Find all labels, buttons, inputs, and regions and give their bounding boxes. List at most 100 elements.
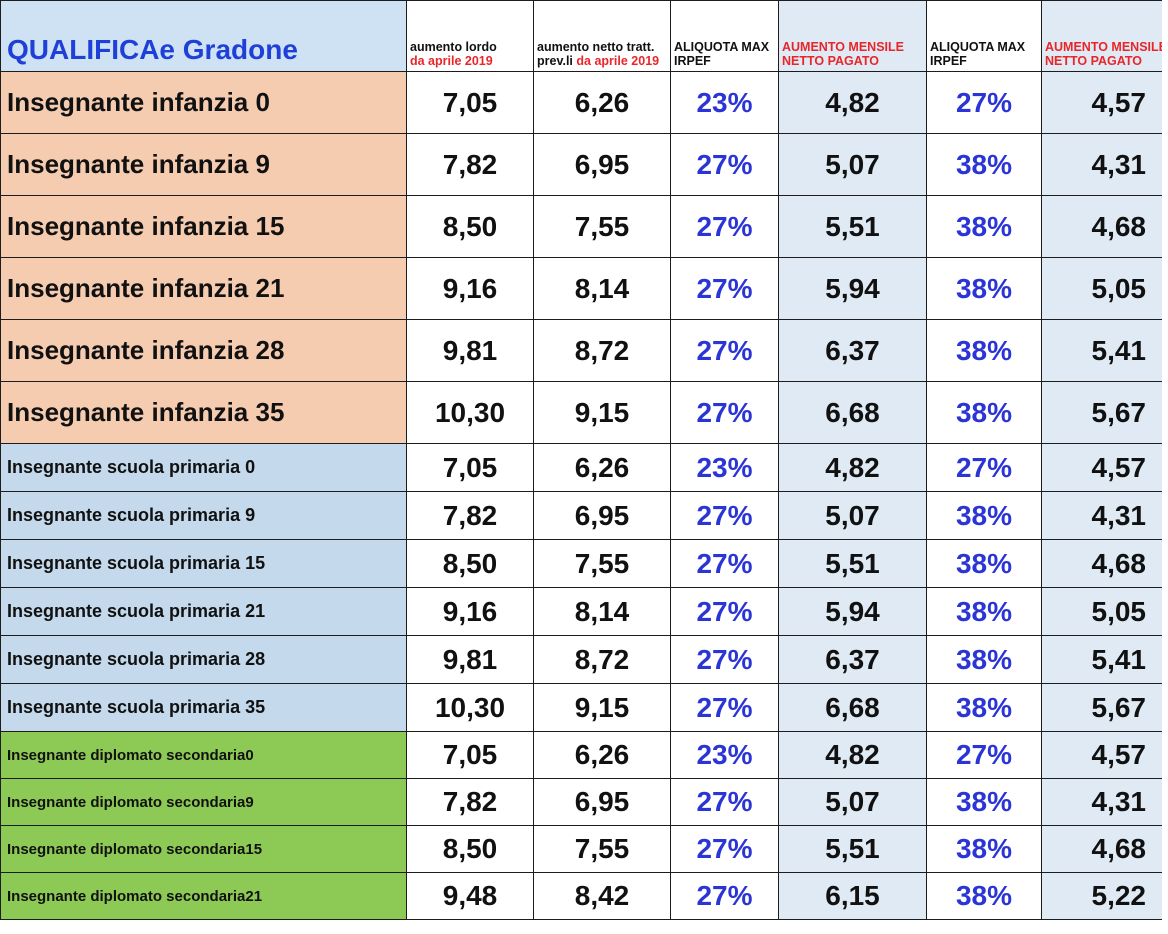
aliquota-cell-1: 27% [670,491,779,540]
aliquota-header-2: ALIQUOTA MAX IRPEF [926,0,1042,72]
aumento-mensile-cell-1: 5,07 [778,133,927,196]
table-row: Insegnante infanzia 9 7,82 6,95 27% 5,07 38% 4… [0,133,1168,196]
aumento-mensile-cell-1: 4,82 [778,71,927,134]
aumento-mensile-cell-2: 5,05 [1041,587,1168,636]
aumento-mensile-cell-1: 5,51 [778,539,927,588]
aumento-mensile-cell-1: 5,07 [778,778,927,826]
table-row: Insegnante infanzia 0 7,05 6,26 23% 4,82 27% 4… [0,71,1168,134]
aumento-netto-cell: 7,55 [533,195,671,258]
aumento-mensile-cell-1: 6,37 [778,635,927,684]
table-row: Insegnante diplomato secondaria15 8,50 7,5… [0,825,1168,873]
qualifica-cell: Insegnante scuola primaria 0 [0,443,407,492]
aliquota-cell-2: 38% [926,778,1042,826]
aumento-mensile-cell-2: 4,31 [1041,491,1168,540]
aumento-mensile-label-1: AUMENTO MENSILE NETTO PAGATO [782,40,904,68]
aumento-mensile-cell-1: 4,82 [778,731,927,779]
aumento-mensile-cell-2: 4,57 [1041,731,1168,779]
aumento-mensile-cell-2: 4,57 [1041,443,1168,492]
aliquota-cell-2: 38% [926,587,1042,636]
aumento-lordo-cell: 9,16 [406,587,534,636]
aliquota-cell-1: 27% [670,381,779,444]
table-row: Insegnante diplomato secondaria21 9,48 8,4… [0,872,1168,920]
aliquota-cell-2: 38% [926,491,1042,540]
aumento-netto-date-a: da [576,54,591,68]
aumento-mensile-cell-1: 5,94 [778,587,927,636]
aliquota-cell-2: 38% [926,381,1042,444]
aumento-lordo-cell: 7,82 [406,491,534,540]
aliquota-cell-2: 38% [926,683,1042,732]
aliquota-cell-1: 27% [670,319,779,382]
aumento-netto-cell: 8,14 [533,257,671,320]
aumento-netto-cell: 9,15 [533,683,671,732]
aliquota-cell-2: 38% [926,539,1042,588]
right-edge-mask [1162,0,1168,934]
aumento-netto-cell: 8,42 [533,872,671,920]
aumento-mensile-cell-1: 5,51 [778,825,927,873]
aumento-mensile-cell-2: 4,68 [1041,825,1168,873]
aliquota-cell-2: 38% [926,257,1042,320]
aumento-mensile-cell-1: 5,07 [778,491,927,540]
aliquota-cell-1: 23% [670,731,779,779]
aumento-mensile-cell-1: 6,68 [778,683,927,732]
qualifica-cell: Insegnante infanzia 9 [0,133,407,196]
aumento-lordo-cell: 7,05 [406,71,534,134]
aumento-netto-cell: 6,95 [533,491,671,540]
table-row: Insegnante diplomato secondaria9 7,82 6,95… [0,778,1168,826]
table-row: Insegnante infanzia 15 8,50 7,55 27% 5,51 38%… [0,195,1168,258]
table-row: Insegnante scuola primaria 28 9,81 8,72 27%… [0,635,1168,684]
aliquota-cell-2: 38% [926,133,1042,196]
qualifica-cell: Insegnante diplomato secondaria15 [0,825,407,873]
aumento-mensile-cell-1: 5,51 [778,195,927,258]
qualifica-cell: Insegnante scuola primaria 9 [0,491,407,540]
aliquota-cell-2: 38% [926,319,1042,382]
aumento-mensile-label-2: AUMENTO MENSILE NETTO PAGATO [1045,40,1167,68]
aliquota-cell-1: 27% [670,133,779,196]
aumento-mensile-cell-2: 4,68 [1041,195,1168,258]
table-row: Insegnante scuola primaria 15 8,50 7,55 27%… [0,539,1168,588]
aumento-lordo-date: da aprile 2019 [410,54,493,68]
aumento-netto-header: aumento netto tratt. prev.li da aprile 2… [533,0,671,72]
qualifica-cell: Insegnante diplomato secondaria0 [0,731,407,779]
aumento-lordo-cell: 10,30 [406,683,534,732]
aliquota-cell-1: 27% [670,195,779,258]
qualifica-header: QUALIFICAe Gradone [0,0,407,72]
aumento-netto-date-b: aprile 2019 [594,54,660,68]
aumento-mensile-cell-2: 4,31 [1041,778,1168,826]
aumento-lordo-cell: 7,82 [406,133,534,196]
aumento-lordo-cell: 8,50 [406,195,534,258]
aumento-mensile-cell-2: 5,41 [1041,319,1168,382]
aumento-lordo-label: aumento lordo [410,40,497,54]
aumento-netto-cell: 8,72 [533,635,671,684]
qualifica-cell: Insegnante scuola primaria 15 [0,539,407,588]
qualifica-cell: Insegnante infanzia 15 [0,195,407,258]
aumento-netto-cell: 8,72 [533,319,671,382]
aliquota-cell-2: 27% [926,71,1042,134]
bottom-edge-mask [0,928,1168,934]
aliquota-label-1: ALIQUOTA MAX IRPEF [674,40,770,68]
table-row: Insegnante infanzia 21 9,16 8,14 27% 5,94 38%… [0,257,1168,320]
table-row: Insegnante scuola primaria 35 10,30 9,15 27… [0,683,1168,732]
aumento-netto-cell: 6,95 [533,778,671,826]
aliquota-cell-1: 23% [670,71,779,134]
aumento-lordo-cell: 7,82 [406,778,534,826]
aliquota-cell-2: 27% [926,443,1042,492]
aumento-lordo-cell: 9,48 [406,872,534,920]
aliquota-cell-1: 27% [670,872,779,920]
qualifica-cell: Insegnante scuola primaria 35 [0,683,407,732]
table-row: Insegnante infanzia 35 10,30 9,15 27% 6,68 38… [0,381,1168,444]
aliquota-cell-2: 38% [926,635,1042,684]
aumento-lordo-cell: 7,05 [406,443,534,492]
aumento-mensile-cell-1: 6,15 [778,872,927,920]
aumento-mensile-cell-1: 6,68 [778,381,927,444]
aliquota-header-1: ALIQUOTA MAX IRPEF [670,0,779,72]
aliquota-cell-1: 27% [670,635,779,684]
aumento-netto-cell: 9,15 [533,381,671,444]
aumento-mensile-cell-2: 5,41 [1041,635,1168,684]
aumento-netto-cell: 6,95 [533,133,671,196]
aliquota-cell-1: 27% [670,257,779,320]
aliquota-cell-2: 38% [926,195,1042,258]
aliquota-cell-1: 27% [670,587,779,636]
aumento-netto-cell: 7,55 [533,825,671,873]
aumento-mensile-cell-2: 5,67 [1041,381,1168,444]
